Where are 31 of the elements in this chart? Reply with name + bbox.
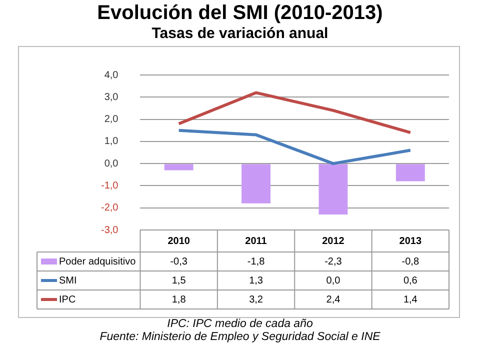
data-label: -2,3 [324, 256, 342, 268]
data-label: 1,5 [172, 275, 186, 286]
data-label: 1,4 [403, 294, 418, 306]
data-label: 1,8 [172, 294, 186, 306]
x-tick-label: 2012 [322, 236, 345, 247]
x-tick-label: 2013 [399, 236, 422, 247]
data-label: -0,8 [402, 256, 420, 268]
data-label: 0,6 [403, 275, 418, 286]
data-label: 2,4 [326, 294, 341, 306]
x-tick-label: 2011 [245, 236, 268, 247]
data-label: 3,2 [249, 294, 264, 306]
y-tick-label: 1,0 [104, 136, 119, 148]
y-tick-label: 4,0 [104, 70, 119, 81]
y-tick-label: -3,0 [100, 224, 119, 236]
x-tick-label: 2010 [168, 236, 190, 247]
data-label: -0,3 [170, 256, 188, 268]
y-tick-label: 0,0 [104, 158, 119, 170]
data-label: 0,0 [326, 275, 341, 286]
y-tick-label: -2,0 [100, 202, 119, 214]
y-tick-label: 2,0 [104, 114, 119, 126]
legend-label: IPC [59, 294, 76, 306]
data-label: -1,8 [247, 256, 266, 268]
chart-title: Evolución del SMI (2010-2013) [96, 2, 384, 24]
text: IPC: IPC medio de cada año [166, 318, 314, 331]
y-tick-label: 3,0 [104, 92, 119, 103]
chart-subtitle: Tasas de variación anual [150, 25, 330, 42]
source-note: Fuente: Ministerio de Empleo y Seguridad Social e INE [98, 331, 382, 344]
legend-label: SMI [59, 275, 77, 286]
legend-label: Poder adquisitivo [59, 256, 136, 268]
data-label: 1,3 [249, 275, 264, 286]
y-tick-label: -1,0 [100, 180, 119, 192]
